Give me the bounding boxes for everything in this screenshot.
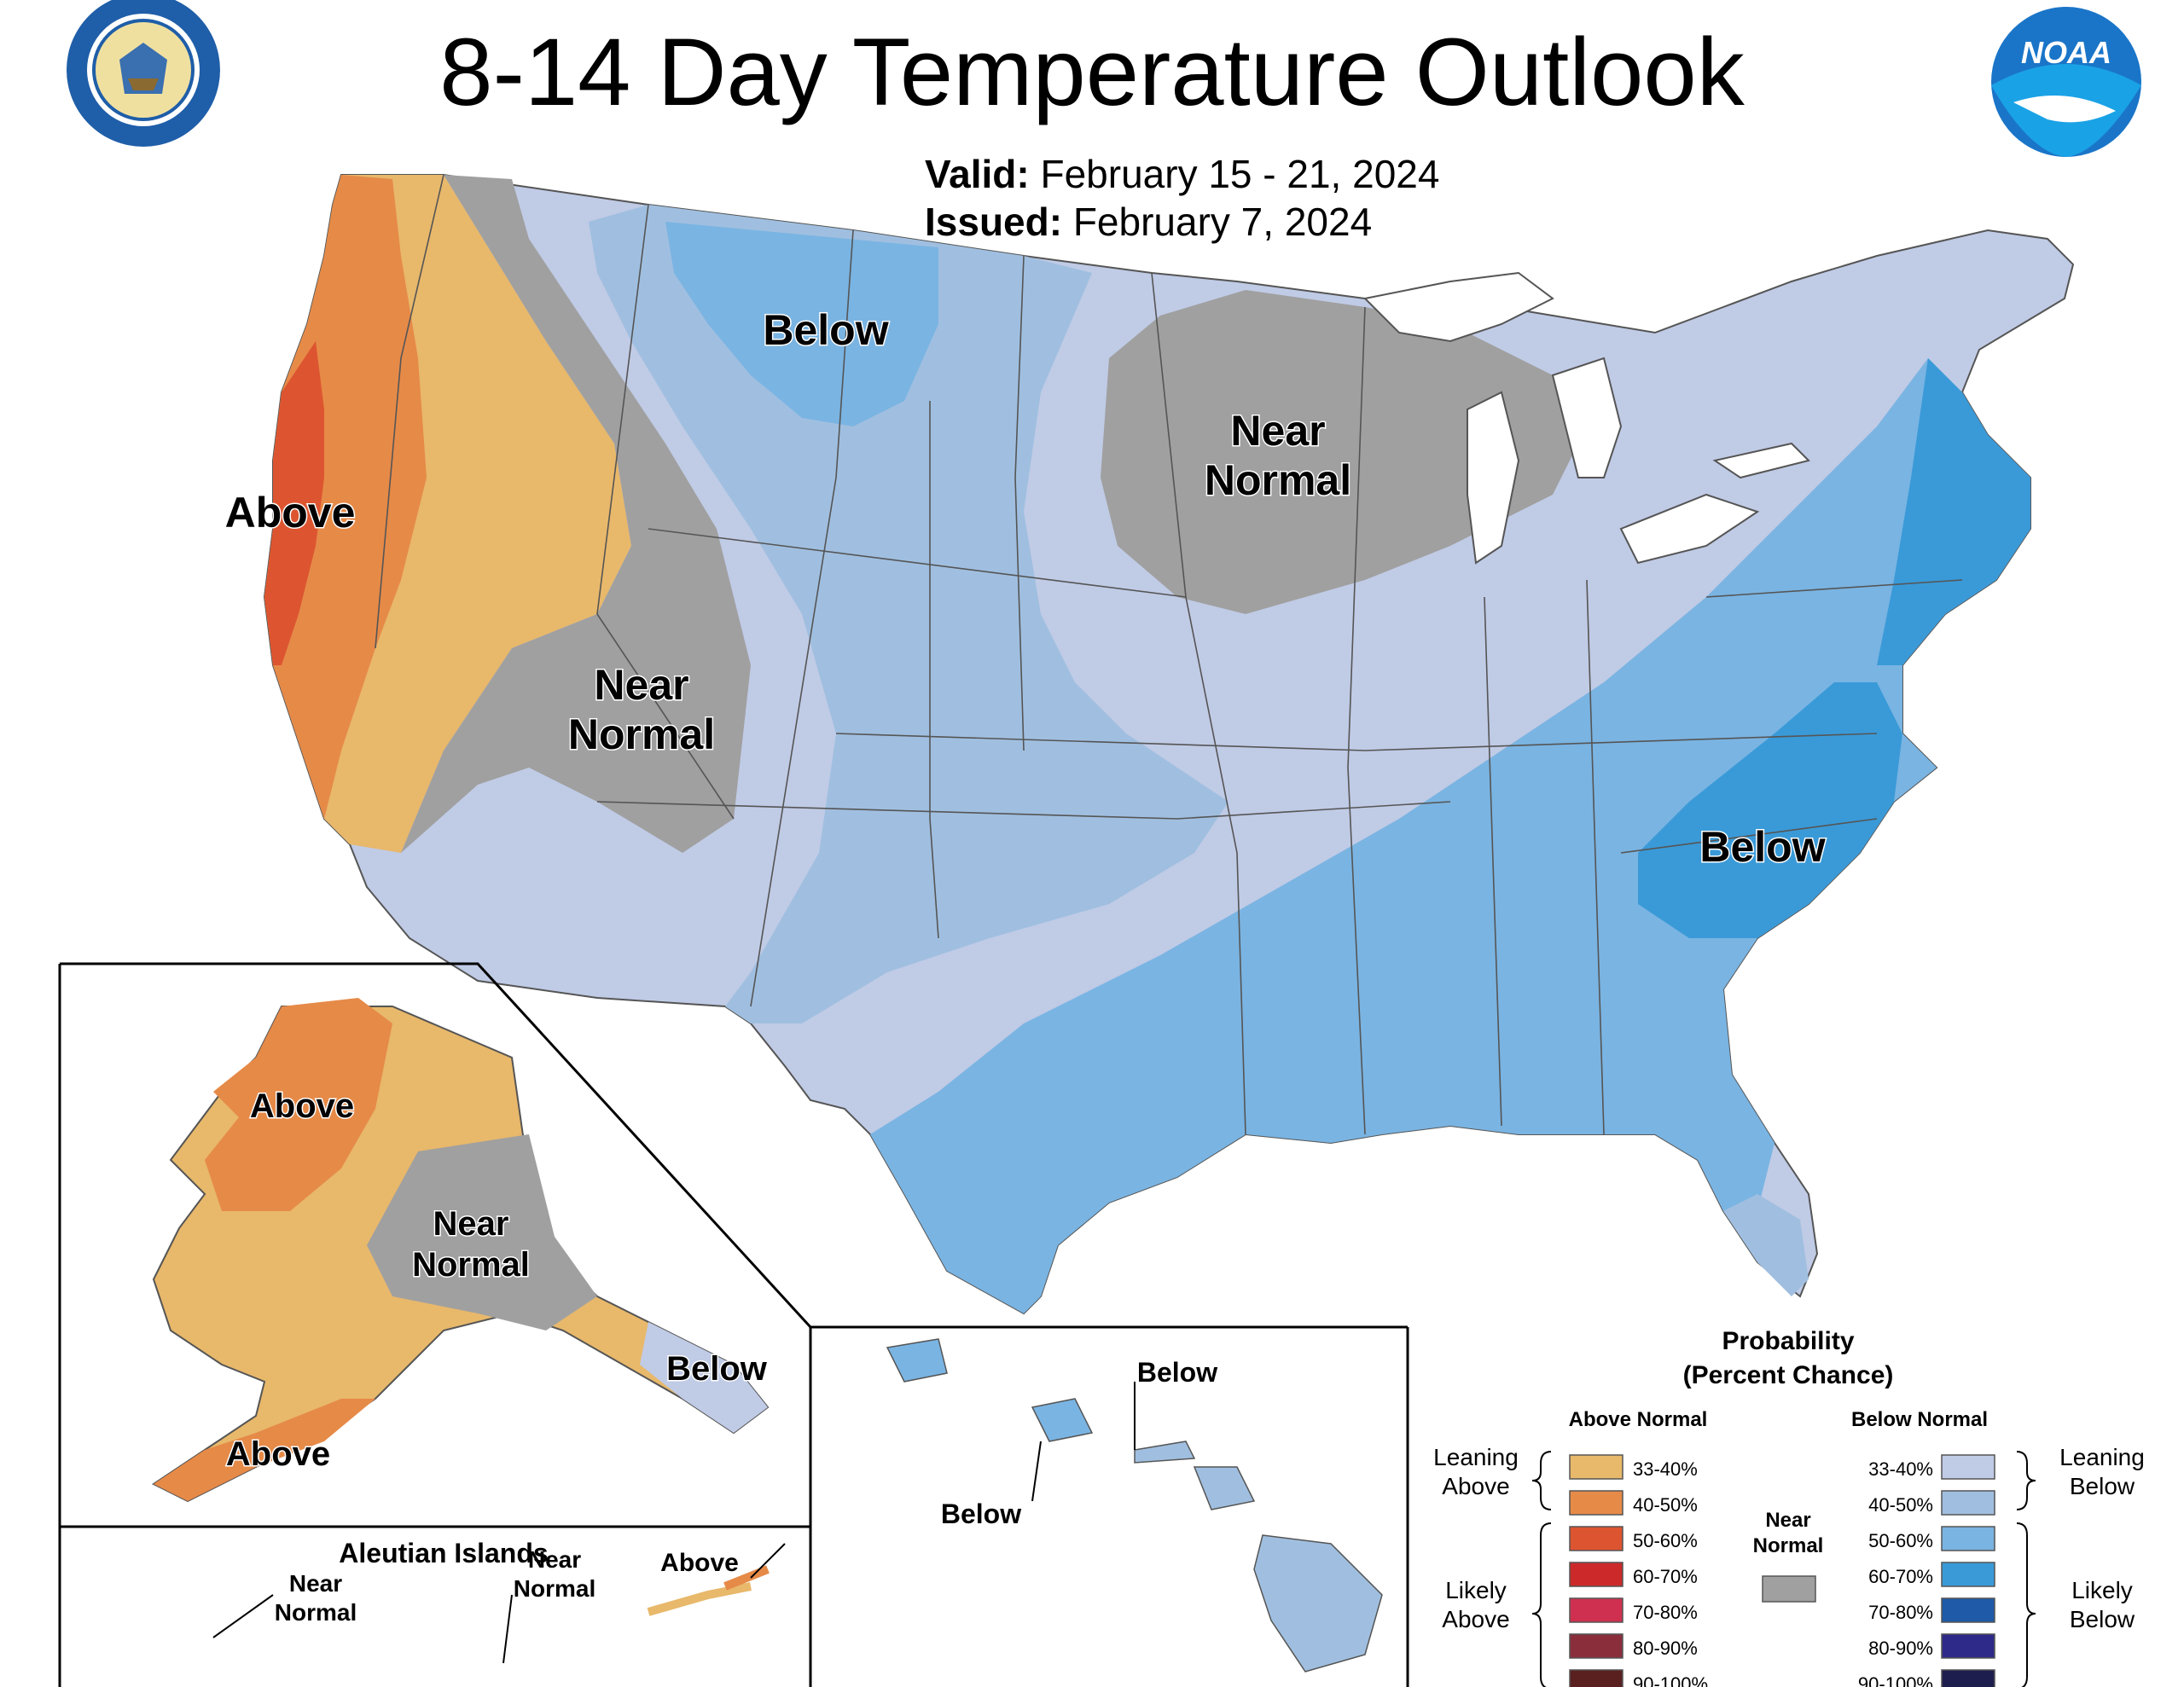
svg-text:Normal: Normal xyxy=(514,1575,595,1602)
svg-text:Normal: Normal xyxy=(1753,1534,1824,1557)
legend-above-swatch xyxy=(1569,1669,1623,1687)
issued-value: February 7, 2024 xyxy=(1072,200,1373,244)
legend-below-label: 33-40% xyxy=(1868,1458,1933,1480)
legend-below-swatch xyxy=(1941,1454,1995,1480)
svg-text:Above: Above xyxy=(1442,1606,1509,1632)
svg-text:Leaning: Leaning xyxy=(2059,1444,2145,1470)
svg-text:Below: Below xyxy=(2070,1473,2135,1499)
svg-text:Normal: Normal xyxy=(275,1599,357,1626)
noaa-logo-icon: NOAA xyxy=(1991,7,2141,157)
legend-below-label: 50-60% xyxy=(1868,1530,1933,1551)
legend-above-swatch xyxy=(1569,1490,1623,1516)
legend-below-items: 33-40% 40-50% 50-60% 60-70% 70-80% 80-90% 90-1… xyxy=(1858,1454,1995,1687)
svg-text:Below: Below xyxy=(1699,823,1825,871)
svg-text:Above: Above xyxy=(225,489,356,536)
svg-text:Near: Near xyxy=(594,661,688,709)
legend-below-swatch xyxy=(1941,1562,1995,1587)
legend-above-label: 70-80% xyxy=(1633,1602,1698,1623)
legend-above-label: 80-90% xyxy=(1633,1638,1698,1659)
hawaii-inset: Below Below xyxy=(886,1338,1383,1673)
svg-text:Leaning: Leaning xyxy=(1433,1444,1519,1470)
legend-above-swatch xyxy=(1569,1633,1623,1659)
legend-above-label: 60-70% xyxy=(1633,1566,1698,1587)
svg-text:Normal: Normal xyxy=(568,710,715,758)
valid-label: Valid: xyxy=(925,152,1030,196)
svg-text:Above: Above xyxy=(226,1435,330,1473)
near-normal-swatch xyxy=(1762,1575,1816,1603)
legend-below-swatch xyxy=(1941,1669,1995,1687)
svg-text:NOAA: NOAA xyxy=(2021,35,2111,70)
valid-line: Valid: February 15 - 21, 2024 xyxy=(925,150,1439,198)
legend-above-swatch xyxy=(1569,1454,1623,1480)
legend-above-swatch xyxy=(1569,1562,1623,1587)
legend-above-label: 33-40% xyxy=(1633,1458,1698,1480)
legend-above-label: 40-50% xyxy=(1633,1494,1698,1516)
legend-above-label: 90-100% xyxy=(1633,1673,1708,1687)
state-boundaries xyxy=(375,174,1963,1135)
legend-below-label: 90-100% xyxy=(1858,1673,1933,1687)
commerce-seal-icon xyxy=(67,0,220,147)
legend-below-label: 70-80% xyxy=(1868,1602,1933,1623)
legend-below-swatch xyxy=(1941,1526,1995,1551)
alaska-inset: Above Near Normal Below Above xyxy=(58,962,1409,1687)
svg-text:Below: Below xyxy=(666,1350,768,1388)
issued-label: Issued: xyxy=(925,200,1063,244)
svg-text:Below: Below xyxy=(941,1499,1021,1529)
svg-text:Below: Below xyxy=(1137,1357,1217,1388)
svg-text:Normal: Normal xyxy=(1205,456,1351,504)
legend-above-label: 50-60% xyxy=(1633,1530,1698,1551)
svg-text:Near: Near xyxy=(1230,407,1325,455)
legend-above-swatch xyxy=(1569,1597,1623,1623)
svg-text:Near: Near xyxy=(289,1570,342,1597)
legend-below-label: 80-90% xyxy=(1868,1638,1933,1659)
svg-text:Above: Above xyxy=(1442,1473,1509,1499)
svg-text:Below: Below xyxy=(2070,1606,2135,1632)
valid-value: February 15 - 21, 2024 xyxy=(1040,152,1440,196)
legend-below-label: 40-50% xyxy=(1868,1494,1933,1516)
svg-text:Aleutian Islands: Aleutian Islands xyxy=(339,1538,548,1568)
svg-text:Below: Below xyxy=(763,306,888,354)
svg-text:Below Normal: Below Normal xyxy=(1851,1408,1988,1431)
svg-text:Normal: Normal xyxy=(412,1246,530,1284)
legend-above-swatch xyxy=(1569,1526,1623,1551)
svg-text:Probability: Probability xyxy=(1722,1327,1854,1355)
legend: Probability (Percent Chance) Above Norma… xyxy=(1433,1327,2145,1687)
aleutian-inset: Aleutian Islands Near Normal Near Normal… xyxy=(212,1538,786,1664)
svg-text:Likely: Likely xyxy=(2071,1577,2133,1603)
svg-text:Above: Above xyxy=(660,1549,739,1577)
page-title: 8-14 Day Temperature Outlook xyxy=(439,19,1745,125)
svg-text:Above: Above xyxy=(250,1087,354,1125)
svg-text:Near: Near xyxy=(1765,1509,1810,1532)
legend-below-label: 60-70% xyxy=(1868,1566,1933,1587)
svg-text:Near: Near xyxy=(528,1546,581,1573)
legend-below-swatch xyxy=(1941,1490,1995,1516)
svg-text:Near: Near xyxy=(433,1205,509,1243)
legend-below-swatch xyxy=(1941,1633,1995,1659)
svg-text:Above Normal: Above Normal xyxy=(1569,1408,1708,1431)
conus-map: Above Near Normal Below Near Normal Belo… xyxy=(224,174,2075,1315)
svg-text:(Percent Chance): (Percent Chance) xyxy=(1683,1361,1894,1389)
issued-line: Issued: February 7, 2024 xyxy=(925,198,1372,246)
legend-above-items: 33-40% 40-50% 50-60% 60-70% 70-80% 80-90% 90-1… xyxy=(1569,1454,1708,1687)
legend-below-swatch xyxy=(1941,1597,1995,1623)
svg-text:Likely: Likely xyxy=(1445,1577,1507,1603)
